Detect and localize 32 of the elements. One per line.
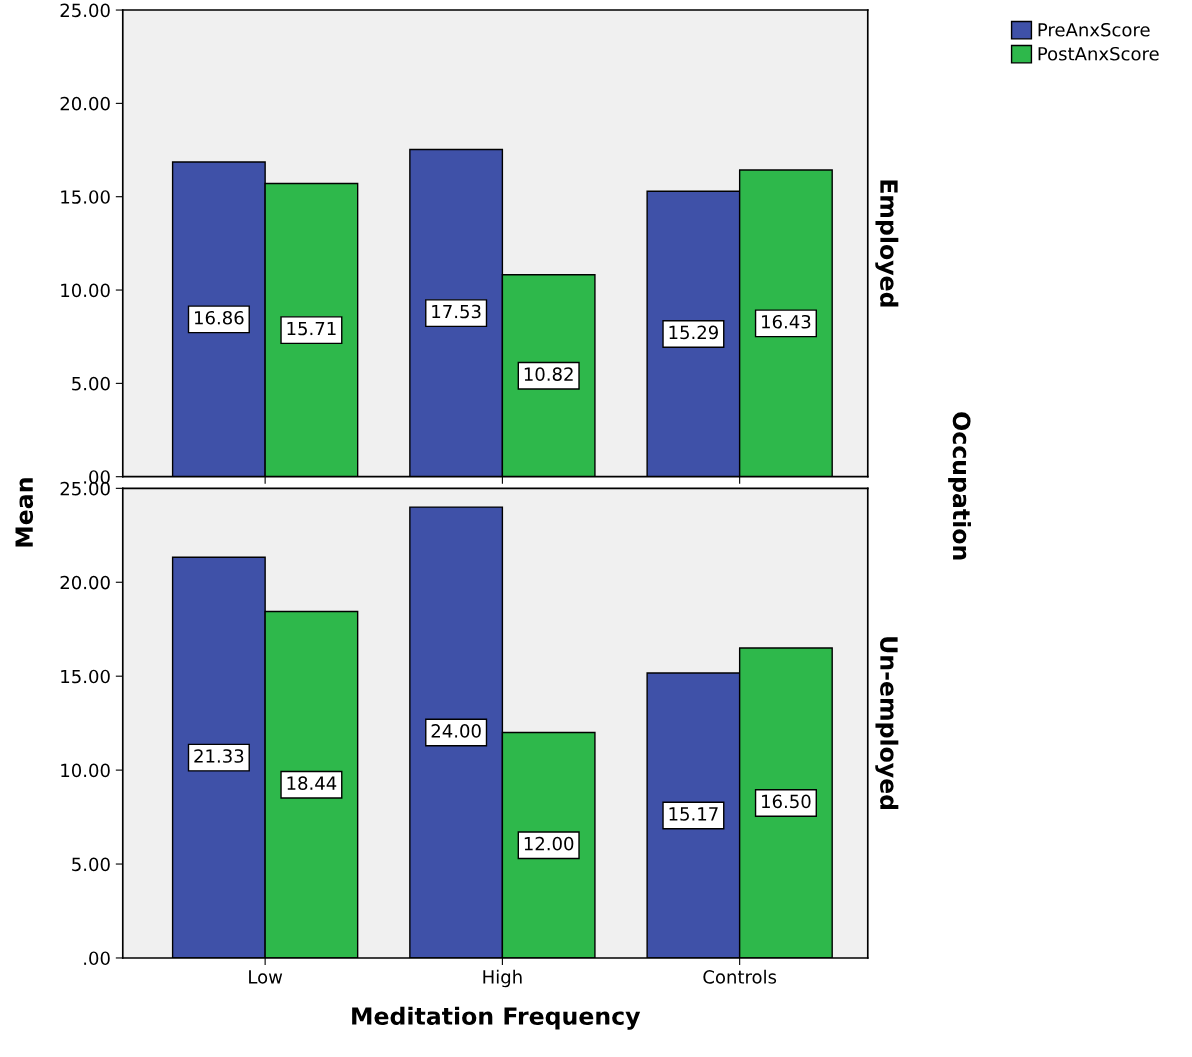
y-tick-label: 20.00: [60, 575, 110, 590]
data-label: 15.17: [669, 807, 718, 821]
data-label: 17.53: [432, 304, 481, 319]
x-tick-label: High: [483, 969, 522, 988]
data-label: 16.50: [762, 794, 811, 809]
data-label: 15.29: [669, 325, 718, 340]
y-tick-label: 15.00: [61, 669, 110, 684]
y-tick-label: 20.00: [60, 96, 110, 111]
y-axis-title: Mean: [15, 478, 34, 547]
y-tick-label: 25.00: [60, 3, 110, 18]
data-label: 16.43: [762, 314, 811, 329]
y-tick-label: 10.00: [61, 763, 110, 778]
y-tick-label: 15.00: [61, 190, 110, 204]
y-tick-label: 10.00: [61, 283, 110, 298]
text: Employed: [875, 180, 899, 307]
y-tick-label: 5.00: [72, 857, 110, 872]
data-label: 10.82: [524, 367, 573, 381]
data-label: 21.33: [194, 749, 244, 763]
y-tick-label: 5.00: [72, 376, 110, 391]
x-tick-label: Low: [249, 970, 283, 984]
data-label: 24.00: [431, 724, 481, 738]
x-axis-title: Meditation Frequency: [352, 1006, 641, 1030]
data-label: 12.00: [524, 836, 574, 851]
text: Un-employed: [875, 637, 899, 810]
y-tick-label: .00: [84, 951, 110, 966]
data-label: 15.71: [287, 321, 336, 336]
data-label: 16.86: [195, 310, 244, 325]
legend-label: PostAnxScore: [1038, 46, 1159, 61]
data-label: 18.44: [287, 776, 337, 790]
x-tick-label: Controls: [703, 969, 777, 984]
text: Occupation: [948, 412, 971, 560]
legend-label: PreAnxScore: [1038, 22, 1150, 37]
